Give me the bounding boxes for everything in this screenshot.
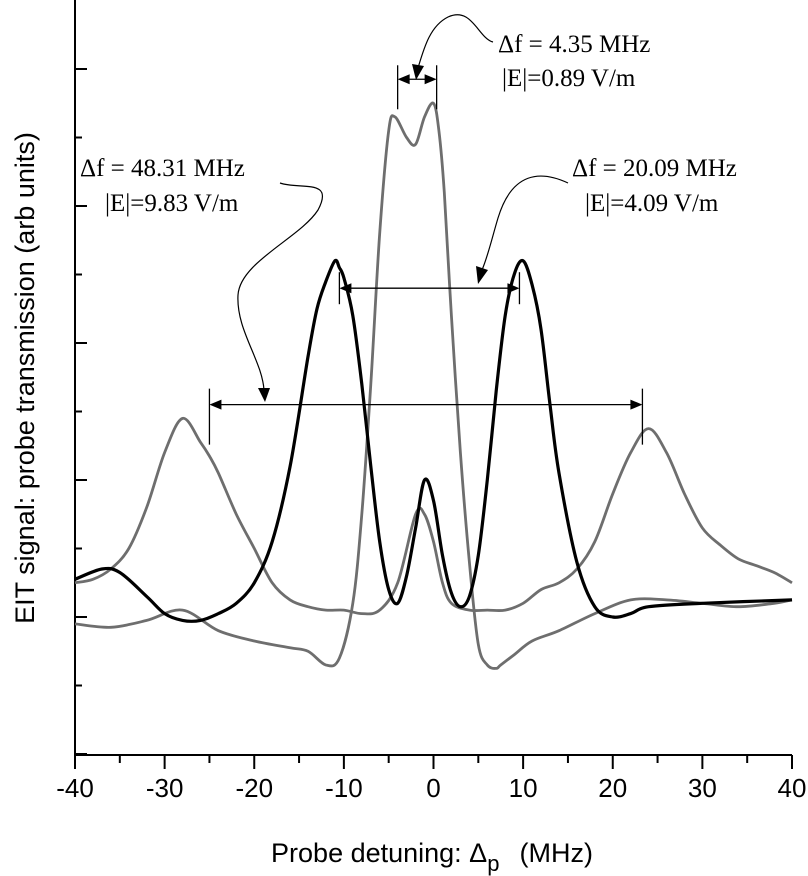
series-line-0 xyxy=(74,101,793,670)
annotation-089-line1: Δf = 4.35 MHz xyxy=(498,31,650,58)
x-axis-title-main: Probe detuning: Δ xyxy=(271,838,487,868)
arrowhead-right xyxy=(424,74,437,85)
x-tick-label: -10 xyxy=(325,773,363,803)
arrowhead-left xyxy=(209,399,222,410)
x-tick-label: 30 xyxy=(688,773,717,803)
series-line-1 xyxy=(74,258,793,623)
x-tick-label: -40 xyxy=(56,773,94,803)
x-tick-label: -20 xyxy=(235,773,273,803)
annotation-arrow-ann-983 xyxy=(208,388,644,445)
annotation-arrow-ann-089 xyxy=(396,65,438,110)
annotations-layer: Δf = 4.35 MHz |E|=0.89 V/m Δf = 20.09 MH… xyxy=(80,14,737,445)
annotation-409-line1: Δf = 20.09 MHz xyxy=(572,155,737,182)
annotation-arrows xyxy=(208,65,644,445)
x-axis-title-unit: (MHz) xyxy=(519,838,592,868)
x-tick-label: 40 xyxy=(778,773,807,803)
axes: -40 -30 -20 -10 0 10 20 30 40 xyxy=(56,0,806,803)
leader-curve-409 xyxy=(481,175,569,271)
leader-curve-089 xyxy=(417,14,494,69)
arrowhead-right xyxy=(630,399,643,410)
y-ticks xyxy=(75,68,87,755)
x-tick-label: 20 xyxy=(598,773,627,803)
annotation-arrow-ann-409 xyxy=(338,272,521,305)
annotation-983-line1: Δf = 48.31 MHz xyxy=(80,155,245,182)
leader-arrowhead-409 xyxy=(476,266,488,284)
x-ticks: -40 -30 -20 -10 0 10 20 30 40 xyxy=(56,755,806,803)
arrowhead-left xyxy=(339,283,352,294)
arrowhead-left xyxy=(397,74,410,85)
x-axis-title-sub: p xyxy=(487,851,499,876)
leader-curve-983 xyxy=(237,182,324,391)
series-line-2 xyxy=(74,417,793,616)
x-axis-title: Probe detuning: Δp (MHz) xyxy=(271,838,593,876)
annotation-983-line2: |E|=9.83 V/m xyxy=(105,190,239,217)
arrowhead-right xyxy=(507,283,520,294)
annotation-089-line2: |E|=0.89 V/m xyxy=(502,65,636,92)
x-tick-label: -30 xyxy=(146,773,184,803)
annotation-409-line2: |E|=4.09 V/m xyxy=(585,190,719,217)
leader-arrowhead-089 xyxy=(412,64,424,80)
x-tick-label: 0 xyxy=(426,773,440,803)
y-axis-title: EIT signal: probe transmission (arb unit… xyxy=(10,132,40,624)
series-layer xyxy=(74,101,793,670)
leader-arrowhead-983 xyxy=(258,388,270,402)
x-tick-label: 10 xyxy=(509,773,538,803)
